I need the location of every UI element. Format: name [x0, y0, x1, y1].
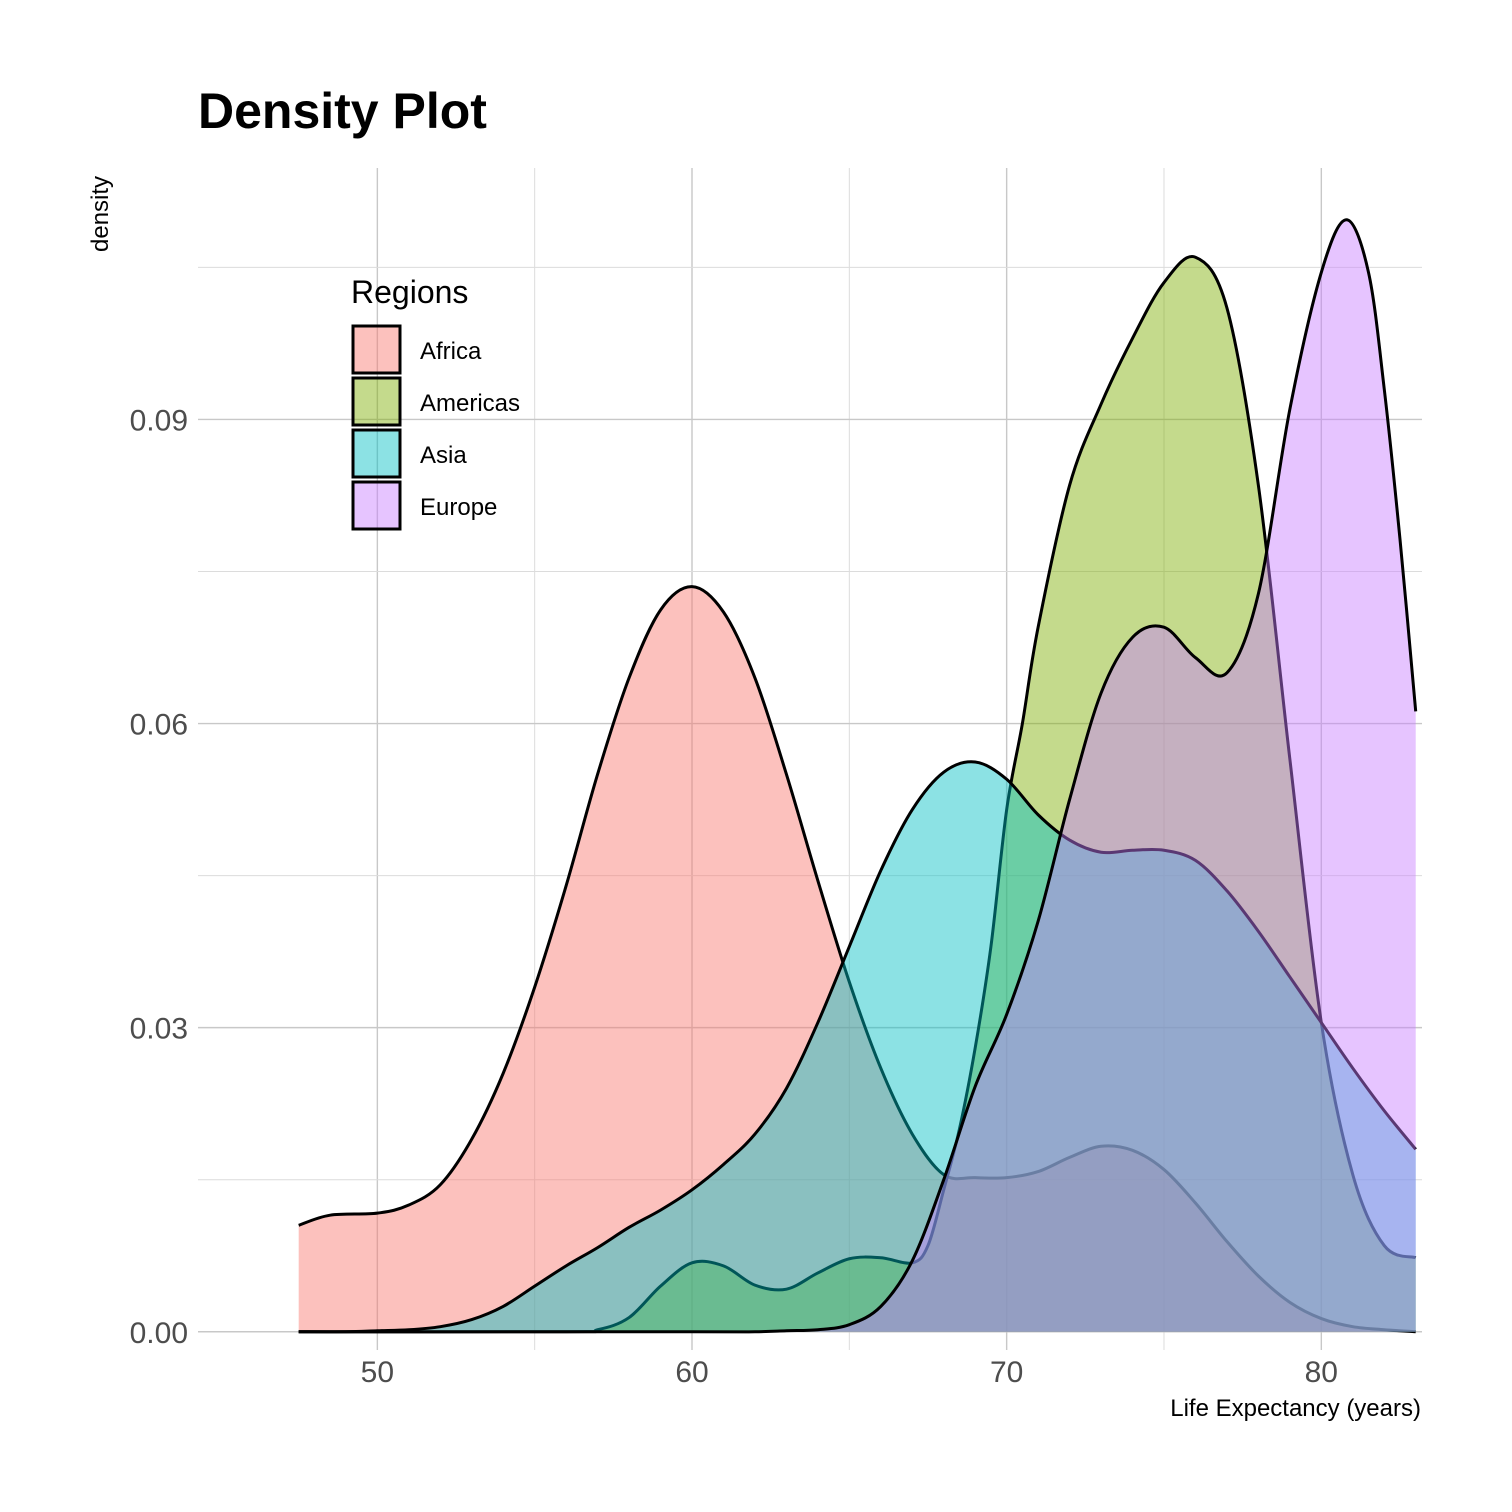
density-areas	[298, 218, 1418, 1334]
x-tick-label: 50	[361, 1356, 394, 1389]
grid-lines	[198, 168, 1422, 1350]
legend-swatch-asia	[351, 428, 402, 479]
axis-tick-labels: 50 60 70 80 0.00 0.03 0.06 0.09	[130, 404, 1338, 1389]
density-line-africa	[298, 585, 1416, 1334]
density-area-asia	[298, 761, 1416, 1332]
x-tick-label: 80	[1305, 1356, 1338, 1389]
legend-label-europe: Europe	[420, 494, 497, 521]
chart-title: Density Plot	[198, 83, 487, 139]
y-axis-label: density	[87, 176, 114, 252]
legend-label-asia: Asia	[420, 442, 467, 469]
y-tick-label: 0.09	[130, 404, 188, 437]
y-tick-label: 0.00	[130, 1317, 188, 1350]
density-line-americas	[298, 255, 1417, 1334]
x-tick-label: 70	[990, 1356, 1023, 1389]
legend-swatch-africa	[351, 324, 402, 375]
legend-label-africa: Africa	[420, 338, 482, 365]
x-axis-label: Life Expectancy (years)	[1170, 1395, 1421, 1422]
y-tick-label: 0.06	[130, 709, 188, 742]
density-area-africa	[298, 586, 1416, 1332]
density-line-europe	[298, 218, 1418, 1334]
density-area-americas	[298, 256, 1416, 1332]
legend-swatch-americas	[351, 376, 402, 427]
legend: Regions Africa Americas Asia Europe	[351, 274, 520, 531]
x-tick-label: 60	[675, 1356, 708, 1389]
legend-swatch-europe	[351, 480, 402, 531]
density-line-asia	[298, 760, 1417, 1334]
y-tick-label: 0.03	[130, 1013, 188, 1046]
legend-label-americas: Americas	[420, 390, 520, 417]
density-area-europe	[298, 219, 1416, 1332]
legend-title: Regions	[351, 274, 468, 310]
